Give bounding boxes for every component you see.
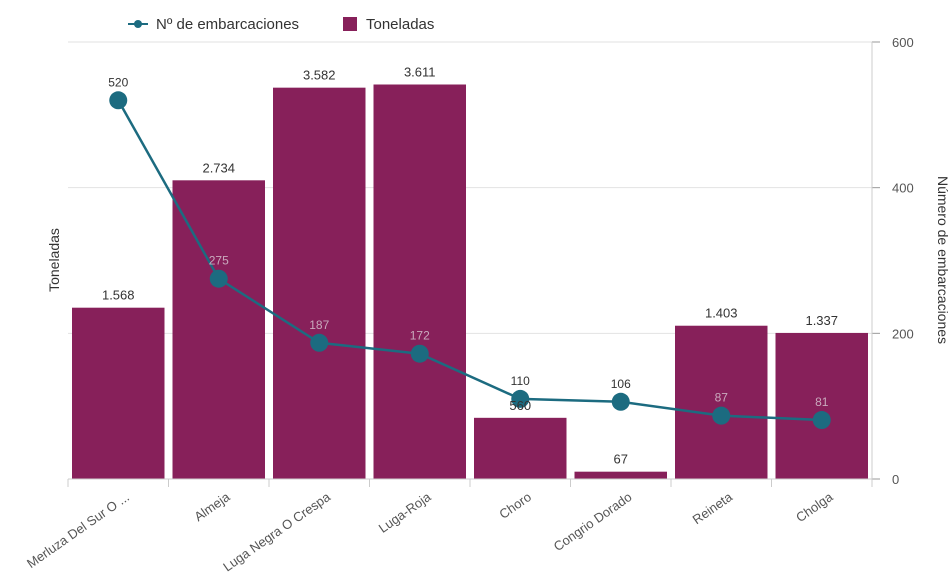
bar-data-label: 3.582 <box>303 68 336 83</box>
line-point <box>209 269 228 288</box>
bar <box>474 417 567 479</box>
legend-dot-marker <box>134 20 142 28</box>
y2-tick-label: 200 <box>892 326 914 341</box>
category-label: Congrio Dorado <box>551 489 635 554</box>
line-data-label: 110 <box>511 374 530 388</box>
line-data-label: 81 <box>815 395 829 409</box>
category-label: Luga Negra O Crespa <box>220 489 333 575</box>
bar-data-label: 67 <box>614 452 628 467</box>
bar <box>172 180 265 480</box>
line-point <box>410 344 429 363</box>
category-label: Reineta <box>690 489 736 527</box>
line-data-label: 172 <box>410 329 430 343</box>
legend-item-embarcaciones[interactable]: Nº de embarcaciones <box>128 16 299 33</box>
legend-label-embarcaciones: Nº de embarcaciones <box>156 16 299 33</box>
line-point <box>109 91 128 110</box>
line-data-label: 187 <box>309 318 329 332</box>
line-data-label: 520 <box>108 75 128 89</box>
line-data-label: 87 <box>715 391 729 405</box>
legend-item-toneladas[interactable]: Toneladas <box>343 16 434 33</box>
bar-data-label: 1.403 <box>705 306 738 321</box>
bar-data-label: 3.611 <box>404 64 436 79</box>
category-label: Merluza Del Sur O ... <box>24 489 132 571</box>
bar <box>72 307 165 479</box>
line-point <box>511 389 530 408</box>
bar <box>775 332 868 479</box>
bar-data-label: 1.337 <box>805 313 838 328</box>
bar-series-toneladas <box>72 84 868 480</box>
bar <box>373 84 466 479</box>
y2-axis-title: Número de embarcaciones <box>935 176 951 344</box>
line-point <box>712 406 731 425</box>
bar-data-label: 1.568 <box>102 288 135 303</box>
line-data-label: 106 <box>611 377 631 391</box>
y-axis-title: Toneladas <box>46 228 62 292</box>
line-point <box>812 411 831 430</box>
bar <box>273 87 366 479</box>
y2-tick-label: 400 <box>892 181 914 196</box>
legend-square-marker <box>343 17 357 31</box>
line-point <box>310 333 329 352</box>
category-label: Cholga <box>793 489 836 525</box>
bar-data-label: 560 <box>509 398 531 413</box>
bar-data-label: 2.734 <box>202 160 235 175</box>
data-labels: 1.568 2.734 3.582 3.611 560 67 1.403 1.337 520 27… <box>102 64 838 466</box>
y2-tick-label: 600 <box>892 35 914 50</box>
legend[interactable]: Nº de embarcaciones Toneladas <box>128 16 434 33</box>
category-label: Choro <box>496 489 534 522</box>
line-series-embarcaciones <box>109 91 831 430</box>
y2-tick-label: 0 <box>892 472 899 487</box>
series-line <box>117 99 822 422</box>
line-point <box>611 392 630 411</box>
bar <box>675 325 768 479</box>
line-data-label: 275 <box>209 254 229 268</box>
category-label: Luga-Roja <box>376 489 434 536</box>
bar <box>574 471 667 479</box>
category-label: Almeja <box>191 489 233 525</box>
legend-label-toneladas: Toneladas <box>366 16 434 33</box>
